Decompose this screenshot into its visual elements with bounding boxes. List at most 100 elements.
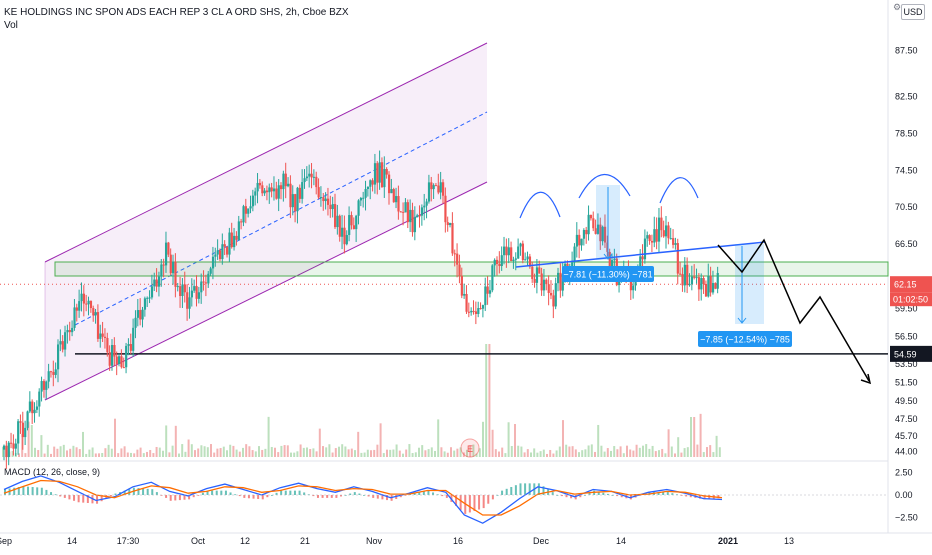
candle-body bbox=[164, 242, 168, 266]
volume-bar bbox=[62, 444, 65, 457]
candle-body bbox=[38, 391, 41, 407]
macd-hist-bar bbox=[551, 492, 554, 495]
volume-bar bbox=[594, 451, 596, 457]
volume-bar bbox=[101, 452, 104, 457]
candle-body bbox=[108, 352, 111, 366]
candle-body bbox=[12, 443, 15, 449]
candle-body bbox=[460, 275, 463, 296]
candle-body bbox=[355, 215, 358, 230]
volume-bar bbox=[2, 446, 4, 457]
candle-body bbox=[646, 235, 649, 239]
volume-bar bbox=[651, 445, 654, 457]
candle-body bbox=[697, 277, 701, 290]
volume-bar bbox=[184, 451, 187, 457]
volume-bar bbox=[514, 424, 516, 457]
candle-body bbox=[481, 305, 485, 309]
macd-hist-bar bbox=[574, 495, 577, 500]
volume-bar bbox=[517, 445, 520, 457]
volume-bar bbox=[654, 451, 657, 457]
price-tick-label: 56.50 bbox=[895, 331, 918, 341]
head-arc bbox=[578, 173, 631, 199]
volume-bar bbox=[296, 451, 299, 457]
candle-body bbox=[331, 204, 334, 210]
volume-bar bbox=[104, 448, 107, 457]
macd-hist-bar bbox=[427, 490, 430, 495]
volume-bar bbox=[30, 425, 33, 457]
candle-body bbox=[270, 187, 273, 192]
candle-body bbox=[343, 227, 346, 245]
candle-body bbox=[181, 284, 184, 297]
candle-body bbox=[272, 188, 276, 192]
candle-body bbox=[261, 185, 264, 194]
candle-body bbox=[479, 308, 482, 310]
candle-body bbox=[397, 196, 400, 212]
candle-body bbox=[35, 406, 39, 410]
macd-hist-bar bbox=[188, 495, 191, 500]
volume-bar bbox=[53, 446, 56, 457]
volume-bar bbox=[315, 451, 318, 457]
macd-hist-bar bbox=[339, 495, 342, 497]
volume-bar bbox=[261, 449, 264, 457]
macd-hist-bar bbox=[114, 493, 117, 495]
candle-body bbox=[233, 235, 236, 248]
candle-body bbox=[160, 264, 163, 277]
macd-hist-bar bbox=[620, 495, 623, 498]
projection-arrowhead bbox=[860, 373, 872, 385]
candle-body bbox=[14, 443, 17, 449]
candle-body bbox=[341, 227, 344, 237]
candle-body bbox=[554, 283, 557, 307]
candle-body bbox=[693, 276, 696, 278]
candle-body bbox=[561, 273, 564, 291]
candle-body bbox=[707, 276, 710, 297]
candle-body bbox=[64, 332, 67, 350]
candle-body bbox=[521, 243, 525, 260]
macd-hist-bar bbox=[298, 490, 301, 495]
candle-body bbox=[585, 230, 588, 235]
candle-body bbox=[392, 189, 395, 203]
volume-bar bbox=[306, 447, 308, 457]
volume-bar bbox=[155, 446, 158, 457]
candle-body bbox=[399, 211, 402, 213]
volume-bar bbox=[232, 445, 235, 457]
volume-bar bbox=[533, 448, 536, 457]
volume-bar bbox=[507, 422, 510, 457]
candle-body bbox=[686, 264, 689, 286]
candle-body bbox=[82, 293, 86, 304]
volume-bar bbox=[168, 452, 171, 457]
settings-icon[interactable]: ⚙ bbox=[893, 2, 902, 12]
volume-bar bbox=[482, 421, 484, 457]
candle-body bbox=[681, 274, 684, 286]
volume-bar bbox=[27, 421, 30, 457]
volume-bar bbox=[440, 447, 443, 457]
candle-body bbox=[139, 310, 142, 320]
macd-hist-bar bbox=[252, 495, 255, 499]
measure-arrowhead-1 bbox=[603, 253, 613, 260]
candle-body bbox=[312, 176, 316, 178]
volume-bar bbox=[549, 449, 552, 457]
currency-button[interactable]: USD bbox=[901, 4, 925, 20]
volume-bar bbox=[670, 446, 673, 457]
macd-hist-bar bbox=[666, 492, 669, 495]
macd-title: MACD (12, 26, close, 9) bbox=[4, 467, 100, 477]
candle-body bbox=[317, 187, 320, 198]
macd-hist-bar bbox=[501, 490, 504, 495]
macd-hist-bar bbox=[261, 495, 264, 500]
candle-body bbox=[711, 283, 715, 293]
volume-bar bbox=[56, 448, 59, 457]
candle-body bbox=[376, 163, 379, 183]
candle-body bbox=[545, 279, 548, 285]
volume-bar bbox=[619, 446, 622, 457]
macd-hist-bar bbox=[459, 495, 462, 510]
macd-hist-bar bbox=[335, 495, 338, 498]
volume-bar bbox=[293, 452, 296, 457]
candle-body bbox=[120, 356, 123, 368]
level-badge bbox=[890, 345, 932, 362]
candle-body bbox=[263, 190, 266, 194]
volume-bar bbox=[613, 446, 616, 457]
candle-body bbox=[71, 327, 74, 333]
volume-bar bbox=[709, 445, 712, 457]
candle-body bbox=[592, 218, 595, 229]
candle-body bbox=[211, 256, 215, 269]
